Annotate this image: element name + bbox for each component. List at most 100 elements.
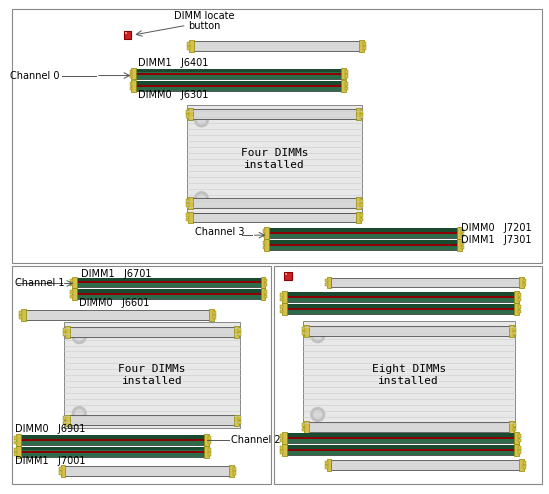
FancyBboxPatch shape: [20, 451, 205, 453]
FancyBboxPatch shape: [330, 278, 520, 288]
FancyBboxPatch shape: [518, 446, 520, 450]
FancyBboxPatch shape: [261, 288, 266, 300]
FancyBboxPatch shape: [70, 283, 74, 287]
Circle shape: [314, 411, 322, 418]
FancyBboxPatch shape: [238, 328, 241, 332]
FancyBboxPatch shape: [282, 303, 287, 315]
FancyBboxPatch shape: [12, 8, 542, 263]
FancyBboxPatch shape: [345, 82, 348, 86]
Circle shape: [314, 332, 322, 339]
FancyBboxPatch shape: [286, 437, 515, 439]
FancyBboxPatch shape: [14, 453, 17, 456]
FancyBboxPatch shape: [25, 310, 210, 320]
FancyBboxPatch shape: [284, 272, 292, 280]
FancyBboxPatch shape: [233, 471, 236, 475]
FancyBboxPatch shape: [193, 41, 360, 51]
Text: DIMM0   J6901: DIMM0 J6901: [15, 424, 86, 434]
FancyBboxPatch shape: [265, 295, 267, 298]
FancyBboxPatch shape: [130, 87, 132, 90]
FancyBboxPatch shape: [356, 211, 361, 223]
FancyBboxPatch shape: [304, 325, 309, 337]
FancyBboxPatch shape: [136, 73, 343, 75]
FancyBboxPatch shape: [265, 239, 270, 251]
FancyBboxPatch shape: [19, 311, 22, 315]
FancyBboxPatch shape: [519, 459, 524, 471]
FancyBboxPatch shape: [274, 266, 542, 485]
FancyBboxPatch shape: [125, 32, 127, 34]
FancyBboxPatch shape: [14, 436, 17, 440]
FancyBboxPatch shape: [461, 234, 463, 237]
FancyBboxPatch shape: [302, 331, 305, 335]
FancyBboxPatch shape: [268, 228, 458, 232]
FancyBboxPatch shape: [64, 328, 66, 332]
Text: DIMM0   J7201: DIMM0 J7201: [461, 223, 531, 233]
FancyBboxPatch shape: [213, 316, 216, 319]
FancyBboxPatch shape: [187, 42, 189, 46]
FancyBboxPatch shape: [238, 421, 241, 424]
FancyBboxPatch shape: [186, 203, 189, 206]
FancyBboxPatch shape: [136, 69, 343, 79]
FancyBboxPatch shape: [286, 292, 515, 302]
FancyBboxPatch shape: [64, 332, 66, 336]
FancyBboxPatch shape: [523, 283, 525, 287]
Text: DIMM1   J6401: DIMM1 J6401: [138, 58, 209, 68]
FancyBboxPatch shape: [523, 465, 525, 469]
FancyBboxPatch shape: [72, 288, 77, 300]
FancyBboxPatch shape: [59, 471, 61, 475]
Text: Four DIMMs: Four DIMMs: [119, 364, 186, 374]
FancyBboxPatch shape: [59, 467, 61, 471]
FancyBboxPatch shape: [213, 311, 216, 315]
FancyBboxPatch shape: [136, 82, 343, 85]
FancyBboxPatch shape: [280, 305, 283, 309]
FancyBboxPatch shape: [208, 436, 211, 440]
FancyBboxPatch shape: [12, 266, 271, 485]
FancyBboxPatch shape: [208, 448, 211, 452]
FancyBboxPatch shape: [360, 213, 363, 217]
FancyBboxPatch shape: [69, 327, 235, 337]
FancyBboxPatch shape: [265, 283, 267, 287]
Text: DIMM0   J6601: DIMM0 J6601: [79, 298, 150, 308]
FancyBboxPatch shape: [208, 453, 211, 456]
FancyBboxPatch shape: [130, 70, 132, 74]
FancyBboxPatch shape: [76, 278, 261, 288]
FancyBboxPatch shape: [356, 108, 361, 120]
FancyBboxPatch shape: [518, 434, 520, 438]
FancyBboxPatch shape: [518, 439, 520, 442]
FancyBboxPatch shape: [136, 82, 343, 91]
FancyBboxPatch shape: [268, 232, 458, 234]
FancyBboxPatch shape: [262, 229, 266, 233]
FancyBboxPatch shape: [285, 273, 287, 275]
FancyBboxPatch shape: [238, 332, 241, 336]
FancyBboxPatch shape: [303, 321, 515, 429]
FancyBboxPatch shape: [308, 326, 510, 336]
FancyBboxPatch shape: [327, 277, 332, 288]
FancyBboxPatch shape: [513, 428, 516, 431]
FancyBboxPatch shape: [261, 277, 266, 288]
FancyBboxPatch shape: [341, 68, 346, 80]
FancyBboxPatch shape: [461, 241, 463, 245]
FancyBboxPatch shape: [204, 434, 209, 446]
FancyBboxPatch shape: [282, 291, 287, 303]
FancyBboxPatch shape: [70, 279, 74, 283]
FancyBboxPatch shape: [457, 239, 462, 251]
Circle shape: [72, 407, 86, 420]
FancyBboxPatch shape: [514, 291, 519, 303]
FancyBboxPatch shape: [131, 68, 136, 80]
FancyBboxPatch shape: [286, 304, 515, 314]
FancyBboxPatch shape: [286, 308, 515, 310]
FancyBboxPatch shape: [286, 296, 515, 298]
Text: Eight DIMMs: Eight DIMMs: [372, 364, 446, 374]
FancyBboxPatch shape: [280, 451, 283, 454]
FancyBboxPatch shape: [280, 310, 283, 313]
Text: DIMM1   J6701: DIMM1 J6701: [81, 269, 152, 279]
FancyBboxPatch shape: [286, 433, 515, 443]
FancyBboxPatch shape: [518, 298, 520, 301]
FancyBboxPatch shape: [280, 439, 283, 442]
FancyBboxPatch shape: [324, 283, 328, 287]
Text: DIMM1   J7001: DIMM1 J7001: [15, 456, 86, 466]
FancyBboxPatch shape: [514, 432, 519, 444]
FancyBboxPatch shape: [360, 110, 363, 114]
FancyBboxPatch shape: [265, 279, 267, 283]
FancyBboxPatch shape: [513, 327, 516, 331]
FancyBboxPatch shape: [65, 414, 70, 426]
